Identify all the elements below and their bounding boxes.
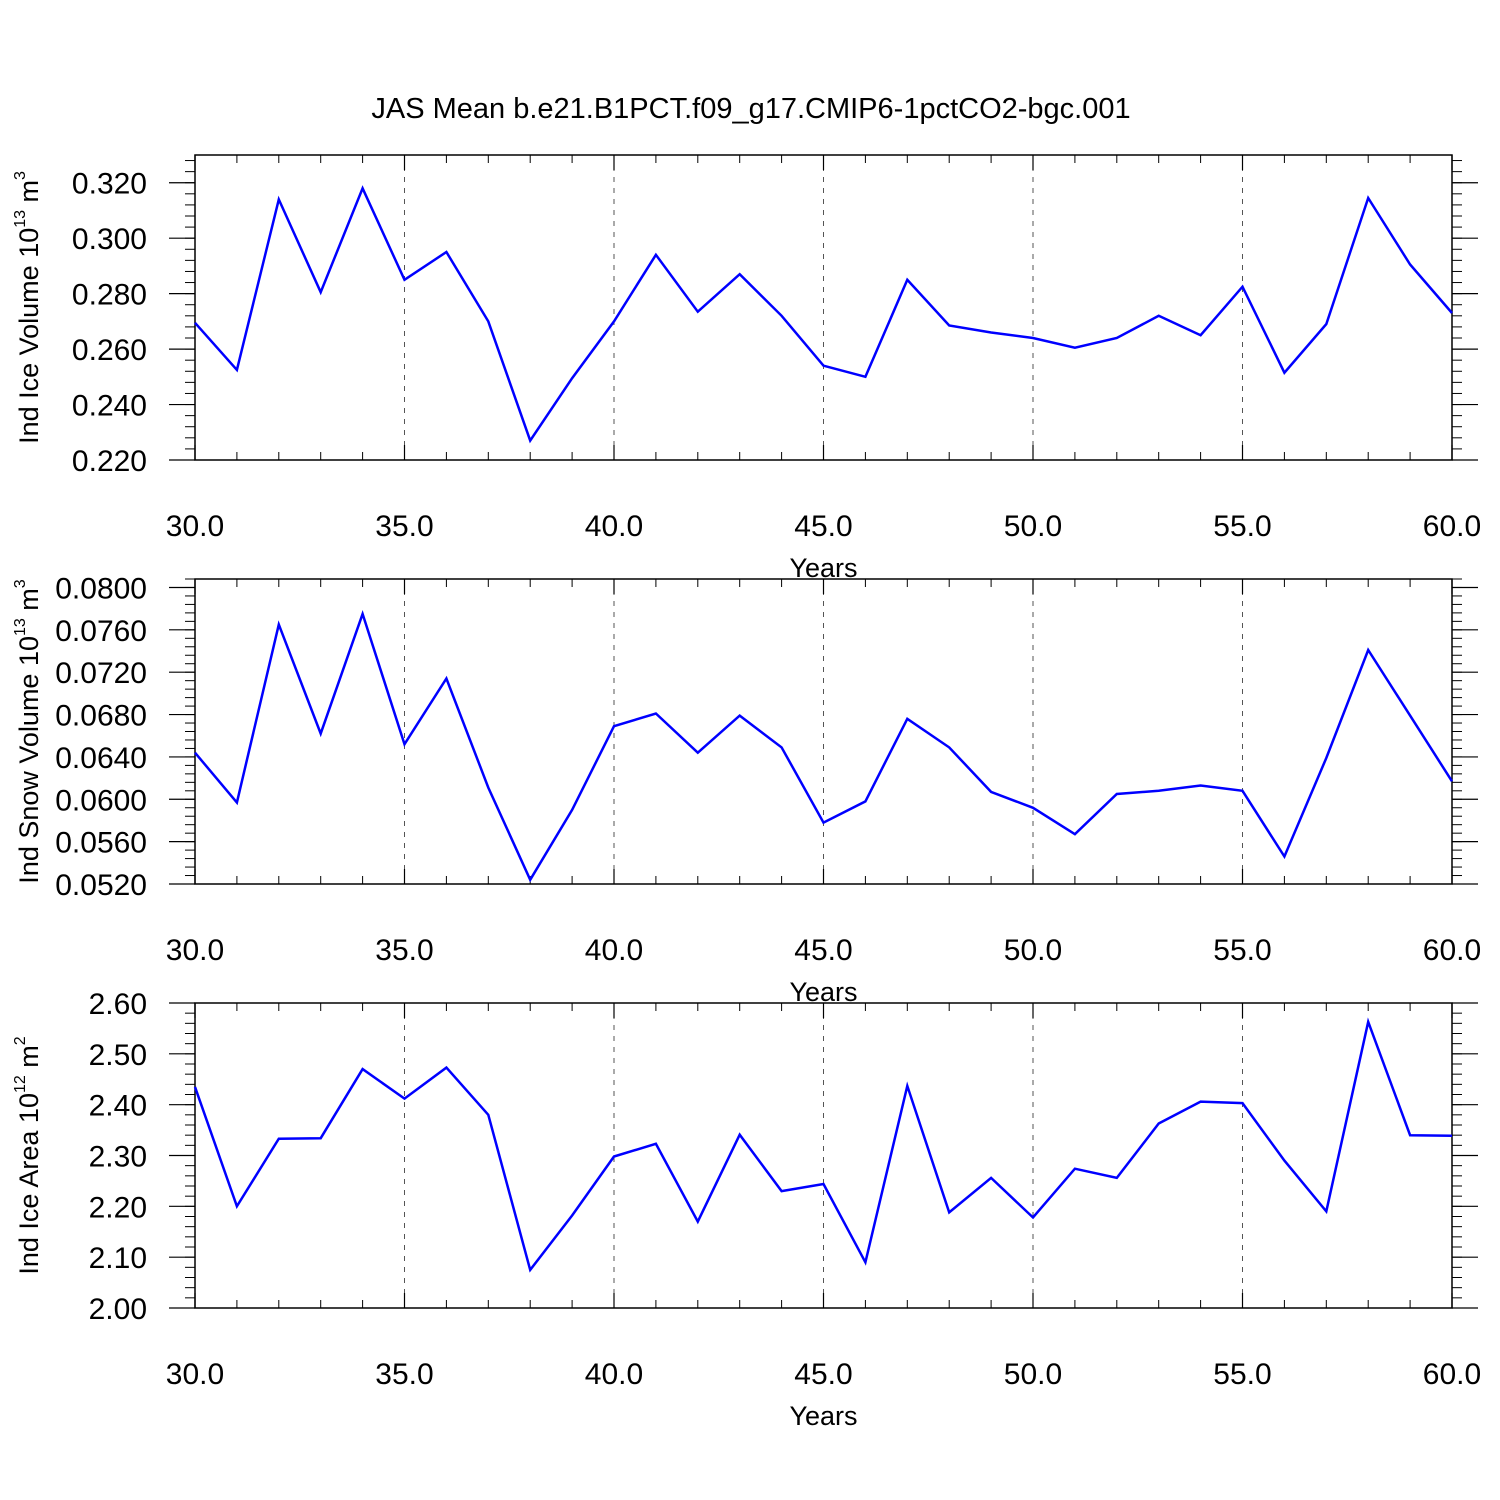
x-tick-label: 30.0 (166, 510, 224, 543)
x-tick-label: 40.0 (585, 934, 643, 967)
x-tick-label: 30.0 (166, 934, 224, 967)
y-tick-label: 2.10 (89, 1242, 147, 1275)
series-line-1 (194, 609, 1454, 883)
y-tick-label: 2.50 (89, 1039, 147, 1072)
y-axis-label: Ind Ice Volume 1013 m3 (12, 171, 44, 444)
plot-frame (194, 578, 1453, 885)
x-tick-label: 40.0 (585, 1358, 643, 1391)
y-tick-label: 2.00 (89, 1293, 147, 1326)
x-axis-label: Years (789, 977, 857, 1007)
x-tick-label: 60.0 (1423, 1358, 1481, 1391)
x-tick-label: 35.0 (375, 510, 433, 543)
series-line-1 (193, 1017, 1453, 1273)
chart-panel-1: 30.0 35.0 40.0 45.0 50.0 55.0 60.0 0.220 0.240 0.… (12, 154, 1481, 583)
x-tick-label: 50.0 (1004, 1358, 1062, 1391)
x-tick-label: 35.0 (375, 934, 433, 967)
y-tick-label: 2.30 (89, 1141, 147, 1174)
x-tick-label: 30.0 (166, 1358, 224, 1391)
y-tick-label: 0.220 (72, 445, 147, 478)
y-tick-label: 0.0720 (55, 657, 147, 690)
y-tick-label: 0.300 (72, 223, 147, 256)
y-tick-label: 0.0800 (55, 572, 147, 605)
chart-panel-3: 30.0 35.0 40.0 45.0 50.0 55.0 60.0 2.00 2.10 2.20… (12, 988, 1481, 1431)
x-tick-label: 50.0 (1004, 934, 1062, 967)
x-tick-label: 45.0 (794, 1358, 852, 1391)
y-axis-label: Ind Snow Volume 1013 m3 (12, 579, 44, 883)
x-tick-label: 45.0 (794, 510, 852, 543)
x-tick-label: 40.0 (585, 510, 643, 543)
y-tick-label: 0.0760 (55, 615, 147, 648)
y-tick-label: 0.0600 (55, 784, 147, 817)
x-tick-label: 55.0 (1213, 1358, 1271, 1391)
x-tick-label: 50.0 (1004, 510, 1062, 543)
plot-frame (194, 154, 1453, 461)
y-tick-label: 2.40 (89, 1090, 147, 1123)
y-tick-label: 0.260 (72, 334, 147, 367)
x-tick-label: 55.0 (1213, 934, 1271, 967)
y-tick-label: 0.0560 (55, 827, 147, 860)
x-tick-label: 35.0 (375, 1358, 433, 1391)
y-tick-label: 0.0520 (55, 869, 147, 902)
x-tick-label: 55.0 (1213, 510, 1271, 543)
x-tick-label: 45.0 (794, 934, 852, 967)
y-tick-label: 0.240 (72, 390, 147, 423)
y-axis-label: Ind Ice Area 1012 m2 (12, 1036, 44, 1274)
x-axis-label: Years (789, 1401, 857, 1431)
x-tick-label: 60.0 (1423, 934, 1481, 967)
y-tick-label: 0.0680 (55, 700, 147, 733)
chart-panel-2: 30.0 35.0 40.0 45.0 50.0 55.0 60.0 0.0520 0.0560… (12, 572, 1481, 1007)
chart-title: JAS Mean b.e21.B1PCT.f09_g17.CMIP6-1pctC… (371, 93, 1130, 125)
y-tick-label: 0.320 (72, 168, 147, 201)
y-tick-label: 0.0640 (55, 742, 147, 775)
x-tick-label: 60.0 (1423, 510, 1481, 543)
y-tick-label: 0.280 (72, 279, 147, 312)
series-line-1 (194, 185, 1453, 444)
y-tick-label: 2.20 (89, 1191, 147, 1224)
plot-frame (194, 1002, 1453, 1309)
x-axis-label: Years (789, 553, 857, 583)
y-tick-label: 2.60 (89, 988, 147, 1021)
